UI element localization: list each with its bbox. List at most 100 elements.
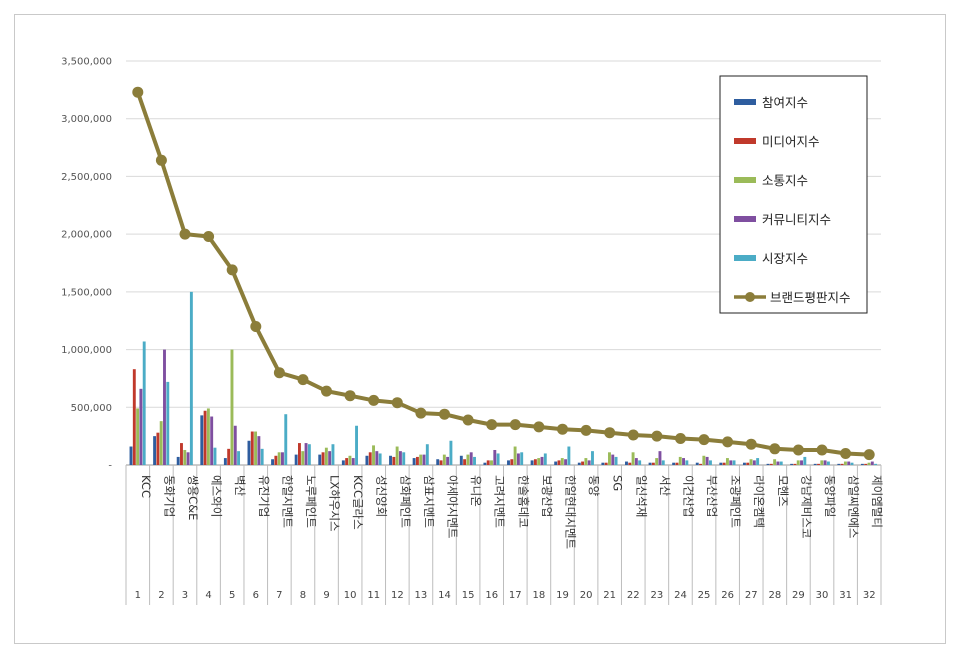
rank-label: 8	[300, 590, 306, 601]
category-label: 라이온켐텍	[752, 475, 766, 528]
bar	[129, 446, 133, 465]
bar	[513, 446, 517, 465]
bar	[540, 456, 544, 465]
bar	[355, 425, 358, 465]
y-tick-label: -	[108, 461, 112, 472]
bar	[709, 460, 712, 465]
bar	[439, 460, 443, 465]
x-axis: KCC 1 동화기업 2 쌍용C&E 3 에스와이 4 벽산 5 유진기업 6 한일시멘트 7 노루페인트 8…	[125, 465, 884, 605]
bar	[398, 451, 402, 465]
bar	[651, 462, 655, 465]
bar	[699, 463, 702, 465]
rank-label: 15	[462, 590, 475, 601]
legend-box	[719, 75, 868, 314]
bar	[779, 461, 783, 465]
chart-svg: - 500,000 1,000,000 1,500,000 2,000,000 2,500…	[61, 57, 884, 605]
rank-label: 9	[323, 590, 329, 601]
bar	[277, 452, 281, 465]
bar	[132, 369, 136, 465]
bar	[826, 461, 830, 465]
rank-label: 23	[650, 590, 663, 601]
rank-label: 6	[253, 590, 259, 601]
bar	[584, 458, 588, 465]
bar	[685, 460, 689, 465]
bar	[870, 461, 874, 465]
bar	[843, 461, 847, 465]
bar	[436, 459, 440, 465]
brand-index-point	[675, 433, 686, 444]
bar	[449, 440, 453, 465]
category-label: 쌍용C&E	[186, 475, 200, 520]
bar	[466, 454, 470, 465]
brand-index-point	[769, 443, 781, 455]
rank-label: 12	[391, 590, 404, 601]
bar	[341, 460, 345, 465]
brand-index-point	[698, 434, 710, 446]
bar	[402, 452, 406, 465]
bar	[672, 462, 676, 465]
bar	[742, 462, 746, 465]
bar	[301, 451, 305, 465]
bar	[729, 460, 733, 465]
category-label: 한일시멘트	[280, 475, 294, 528]
bar	[163, 349, 166, 465]
brand-index-point	[391, 397, 403, 409]
legend-label: 참여지수	[762, 95, 808, 110]
bar	[655, 458, 659, 465]
category-label: 부산산업	[705, 475, 719, 517]
bar	[307, 444, 311, 465]
rank-label: 28	[768, 590, 781, 601]
bar	[139, 388, 143, 465]
category-label: 서산	[658, 475, 672, 497]
legend-label: 브랜드평판지수	[770, 290, 851, 305]
bar	[746, 462, 750, 465]
rank-label: 1	[135, 590, 141, 601]
category-label: 아세아시멘트	[446, 475, 460, 538]
bar	[183, 449, 187, 465]
rank-label: 7	[276, 590, 282, 601]
bar	[520, 452, 524, 465]
category-label: 고려시멘트	[493, 475, 507, 528]
bar	[776, 461, 780, 465]
bar	[250, 431, 254, 465]
brand-index-point	[580, 424, 592, 436]
category-label: 한솔홈데코	[516, 475, 530, 528]
category-label: KCC글라스	[351, 475, 365, 530]
category-label: 모헨즈	[776, 475, 790, 507]
bar	[425, 444, 429, 465]
bar	[166, 381, 170, 465]
rank-label: 10	[344, 590, 357, 601]
bar	[507, 460, 510, 465]
bar	[533, 459, 537, 465]
category-label: 조광페인트	[729, 475, 743, 528]
bar	[516, 453, 520, 465]
category-label: LX하우시스	[328, 475, 342, 532]
rank-label: 19	[556, 590, 569, 601]
legend-label: 시장지수	[762, 251, 808, 266]
bar	[837, 463, 841, 465]
category-label: 한일현대시멘트	[563, 475, 577, 549]
brand-index-point	[863, 449, 875, 461]
bar	[587, 460, 591, 465]
bar	[625, 461, 628, 465]
category-label: 동화기업	[162, 475, 176, 517]
brand-index-point	[651, 430, 663, 442]
bar	[365, 455, 369, 465]
bar	[874, 463, 878, 465]
bar	[304, 443, 308, 465]
bar	[247, 440, 251, 465]
bar	[581, 461, 585, 465]
legend-label: 커뮤니티지수	[762, 212, 831, 227]
brand-index-point	[439, 408, 450, 420]
y-tick-label: 2,000,000	[61, 230, 112, 241]
bar	[490, 460, 493, 465]
bar-series	[129, 291, 878, 465]
brand-index-point	[132, 86, 144, 98]
bar	[200, 415, 204, 465]
bar	[203, 410, 207, 465]
rank-label: 17	[509, 590, 522, 601]
rank-label: 3	[182, 590, 188, 601]
bar	[486, 460, 490, 465]
bar	[493, 449, 497, 465]
bar	[725, 458, 729, 465]
